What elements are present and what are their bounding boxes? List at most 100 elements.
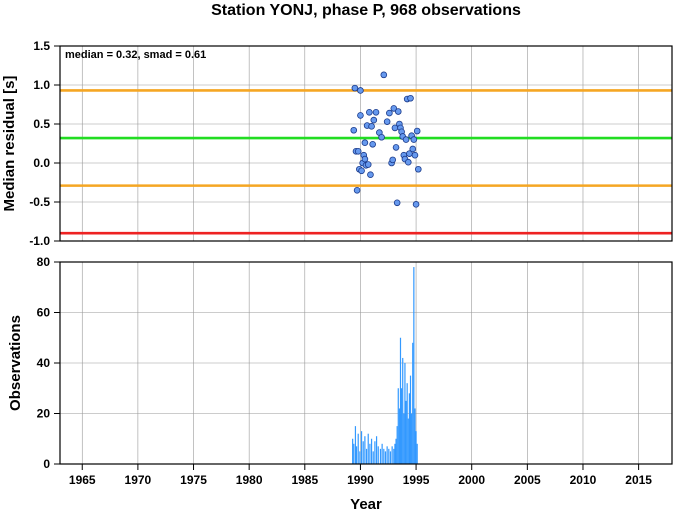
observations-bars [352, 267, 418, 464]
year-x-tick-label: 2015 [625, 473, 652, 487]
residual-point [380, 71, 388, 79]
observations-bar [360, 431, 363, 464]
observations-bar [355, 446, 358, 464]
residual-y-tick-label: 1.5 [33, 39, 50, 53]
residual-point [409, 145, 417, 153]
observations-bar [407, 418, 409, 464]
residual-point [389, 156, 397, 164]
observations-bar [386, 446, 388, 464]
observations-bar [403, 413, 405, 464]
observations-bar [370, 438, 373, 464]
observations-bar [367, 433, 369, 464]
residual-point [392, 144, 400, 151]
year-x-tick-label: 1990 [347, 473, 374, 487]
residual-point [404, 158, 412, 166]
observations-bar [416, 443, 418, 464]
observations-bar [391, 446, 393, 464]
observations-bar [384, 451, 387, 464]
observations-bar [377, 446, 379, 464]
residual-point [411, 151, 419, 159]
residual-point [357, 112, 364, 119]
observations-bar [354, 426, 357, 464]
observations-bar [362, 441, 364, 464]
observations-bar [374, 441, 376, 464]
observations-bar [398, 408, 400, 464]
figure-title: Station YONJ, phase P, 968 observations [211, 2, 521, 19]
observations-y-tick-label: 60 [37, 306, 51, 320]
year-x-tick-label: 1970 [125, 473, 152, 487]
observations-bar [357, 433, 359, 464]
observations-bar [388, 448, 390, 464]
observations-bar [408, 393, 410, 464]
observations-bar [379, 448, 382, 464]
observations-bar [372, 451, 374, 464]
residual-point [414, 165, 422, 173]
residual-y-tick-label: 1.0 [33, 78, 50, 92]
observations-bar [395, 438, 397, 464]
observations-bar [409, 375, 412, 464]
observations-bar [393, 448, 395, 464]
residual-stats-annotation: median = 0.32, smad = 0.61 [65, 49, 206, 61]
observations-bar [406, 383, 408, 464]
residual-point [369, 140, 376, 148]
residual-point [357, 87, 364, 94]
residual-point [413, 127, 421, 135]
residual-plot-frame [59, 45, 673, 242]
year-x-tick-label: 1995 [403, 473, 430, 487]
residual-point [393, 199, 401, 207]
observations-y-tick-label: 80 [37, 255, 51, 269]
residual-point [361, 155, 369, 163]
residual-points [350, 71, 422, 208]
year-x-tick-label: 2010 [570, 473, 597, 487]
observations-y-tick-label: 40 [37, 356, 51, 370]
observations-bar [381, 443, 383, 464]
observations-bar [414, 408, 416, 464]
observations-bar [375, 436, 378, 464]
observations-bar [402, 357, 404, 464]
residual-y-tick-label: 0.0 [33, 156, 50, 170]
observations-bar [404, 363, 406, 464]
residual-point [390, 105, 398, 112]
observations-bar [394, 443, 396, 464]
observations-bar [383, 448, 385, 464]
observations-panel: 80 60 40 20 0 1965 1970 1975 1980 1985 1990 1995 20… [7, 255, 673, 511]
residual-y-tick-label: 0.5 [33, 117, 50, 131]
observations-y-ticks: 80 60 40 20 0 [37, 255, 60, 471]
residual-point [378, 133, 385, 141]
observations-y-tick-label: 20 [37, 407, 51, 421]
residual-point [370, 116, 378, 124]
year-x-axis-label: Year [350, 496, 382, 511]
observations-bar [396, 426, 398, 464]
residual-point [383, 118, 391, 125]
residual-reference-lines [60, 89, 672, 235]
residual-point [407, 94, 414, 102]
residual-point [358, 167, 365, 175]
residual-point [354, 148, 362, 155]
observations-bar [397, 388, 399, 464]
observations-grid [60, 261, 672, 465]
residual-y-tick-label: -1.0 [29, 234, 50, 248]
residual-point [364, 161, 372, 168]
residual-point [372, 109, 380, 116]
observations-bar [412, 342, 414, 464]
observations-bar [415, 431, 417, 464]
observations-bar [352, 438, 354, 464]
observations-bar [401, 388, 403, 464]
residual-point [351, 84, 359, 92]
year-x-ticks: 1965 1970 1975 1980 1985 1990 1995 2000 2005 2010… [69, 464, 652, 487]
observations-bar [359, 451, 361, 464]
observations-bar [369, 443, 371, 464]
residual-point [367, 171, 374, 179]
residual-point [361, 139, 369, 147]
residual-y-axis-label: Median residual [s] [1, 76, 18, 212]
residual-panel: 1.5 1.0 0.5 0.0 -0.5 -1.0 median = 0.32, smad… [1, 39, 673, 248]
observations-bar [399, 337, 402, 464]
observations-bar [413, 267, 415, 464]
year-x-tick-label: 2000 [458, 473, 485, 487]
observations-bar [411, 413, 413, 464]
residual-point [412, 201, 420, 208]
observations-bar [365, 448, 368, 464]
residual-point [368, 123, 375, 130]
residual-point [394, 108, 402, 115]
